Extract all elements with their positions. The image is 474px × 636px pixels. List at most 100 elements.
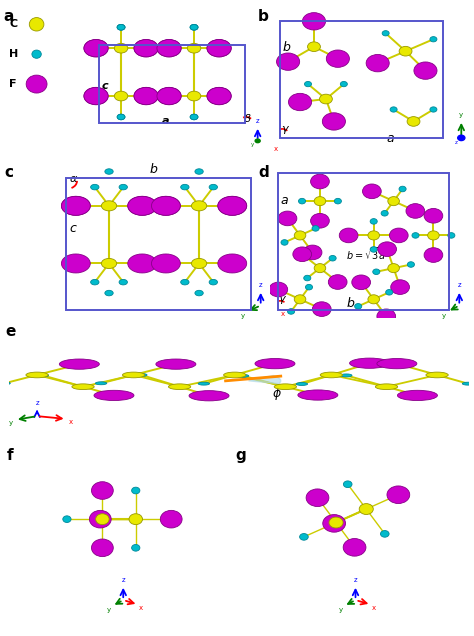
Text: y: y <box>442 312 447 319</box>
Ellipse shape <box>101 201 117 211</box>
Ellipse shape <box>119 279 128 285</box>
Ellipse shape <box>391 280 410 294</box>
Text: $b$: $b$ <box>346 296 355 310</box>
Ellipse shape <box>314 197 326 205</box>
Ellipse shape <box>289 93 311 111</box>
Ellipse shape <box>128 254 156 273</box>
Ellipse shape <box>91 539 113 556</box>
Ellipse shape <box>340 81 347 86</box>
Ellipse shape <box>91 481 113 499</box>
Ellipse shape <box>218 197 246 216</box>
Ellipse shape <box>462 382 474 385</box>
Ellipse shape <box>136 373 147 377</box>
Ellipse shape <box>157 39 181 57</box>
Text: x: x <box>281 311 285 317</box>
Ellipse shape <box>62 254 90 273</box>
Text: $b$: $b$ <box>149 162 159 176</box>
Ellipse shape <box>94 391 134 401</box>
Ellipse shape <box>207 87 231 105</box>
Ellipse shape <box>359 504 374 515</box>
Ellipse shape <box>304 81 311 86</box>
Ellipse shape <box>168 384 191 390</box>
Ellipse shape <box>368 294 380 304</box>
Text: H: H <box>9 49 19 59</box>
Ellipse shape <box>191 201 207 211</box>
Ellipse shape <box>152 254 180 273</box>
Ellipse shape <box>91 184 99 190</box>
Ellipse shape <box>293 247 311 261</box>
Text: x: x <box>372 605 376 611</box>
Bar <box>280 21 443 138</box>
Ellipse shape <box>363 184 381 198</box>
Text: a: a <box>3 10 14 24</box>
Text: f: f <box>7 448 13 464</box>
Ellipse shape <box>134 87 158 105</box>
Text: z: z <box>354 577 357 583</box>
Ellipse shape <box>105 169 113 174</box>
Text: F: F <box>9 79 17 89</box>
Ellipse shape <box>224 372 246 378</box>
Text: z: z <box>256 118 259 123</box>
Text: $\alpha$: $\alpha$ <box>69 174 78 184</box>
Text: x: x <box>273 146 277 152</box>
Text: y: y <box>9 420 13 426</box>
Ellipse shape <box>32 50 41 59</box>
Ellipse shape <box>355 303 362 309</box>
Text: x: x <box>139 605 143 611</box>
Text: y: y <box>241 312 245 319</box>
Text: a: a <box>162 116 169 127</box>
Bar <box>278 173 449 310</box>
Ellipse shape <box>37 374 48 377</box>
Ellipse shape <box>134 87 158 105</box>
Ellipse shape <box>190 25 198 30</box>
Bar <box>99 45 245 123</box>
Ellipse shape <box>191 258 207 268</box>
Ellipse shape <box>281 240 288 245</box>
Ellipse shape <box>62 197 90 216</box>
Ellipse shape <box>303 245 322 259</box>
Text: $a$: $a$ <box>386 132 394 146</box>
Text: $\gamma$: $\gamma$ <box>278 294 287 307</box>
Ellipse shape <box>424 209 443 223</box>
Text: y: y <box>107 607 111 613</box>
Ellipse shape <box>350 358 390 368</box>
Text: $\gamma$: $\gamma$ <box>281 124 290 136</box>
Ellipse shape <box>288 308 295 314</box>
Text: y: y <box>338 607 343 613</box>
Ellipse shape <box>190 114 198 120</box>
Ellipse shape <box>84 39 108 57</box>
Ellipse shape <box>448 233 455 238</box>
Text: z: z <box>35 399 39 406</box>
Ellipse shape <box>95 382 107 385</box>
Circle shape <box>255 139 260 142</box>
Ellipse shape <box>406 204 425 218</box>
Text: z: z <box>455 140 458 145</box>
Ellipse shape <box>326 50 349 67</box>
Ellipse shape <box>366 55 389 72</box>
Ellipse shape <box>26 372 48 378</box>
Ellipse shape <box>304 275 311 281</box>
Ellipse shape <box>218 197 246 216</box>
Ellipse shape <box>370 219 377 224</box>
Ellipse shape <box>195 169 203 174</box>
Ellipse shape <box>407 116 420 127</box>
Ellipse shape <box>29 18 44 31</box>
Ellipse shape <box>134 39 158 57</box>
Text: $b = \sqrt{3}a$: $b = \sqrt{3}a$ <box>346 245 386 263</box>
Ellipse shape <box>207 39 231 57</box>
Ellipse shape <box>181 279 189 285</box>
Ellipse shape <box>430 107 437 112</box>
Ellipse shape <box>152 197 180 216</box>
Ellipse shape <box>319 94 332 104</box>
Ellipse shape <box>84 87 108 105</box>
Ellipse shape <box>156 359 196 370</box>
Text: b: b <box>258 10 269 24</box>
Ellipse shape <box>300 534 308 540</box>
Ellipse shape <box>0 382 10 385</box>
Ellipse shape <box>299 198 306 204</box>
Ellipse shape <box>59 359 100 370</box>
Ellipse shape <box>294 294 306 304</box>
Text: z: z <box>259 282 263 288</box>
Ellipse shape <box>209 184 218 190</box>
Ellipse shape <box>218 254 246 273</box>
